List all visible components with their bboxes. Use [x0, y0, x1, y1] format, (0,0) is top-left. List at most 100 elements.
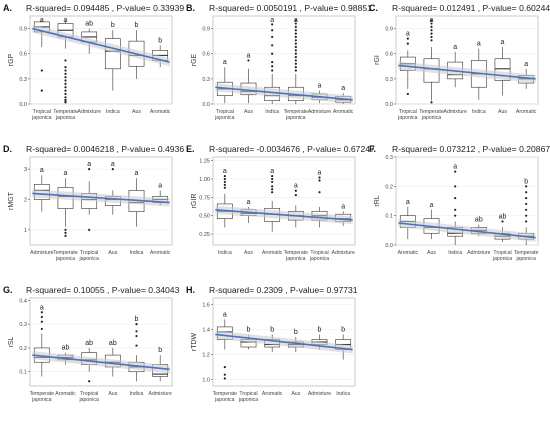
outlier-point [294, 32, 297, 35]
outlier-point [64, 96, 67, 99]
panel-title: R-squared= 0.094485 , P-value= 0.33939 [26, 3, 184, 13]
y-axis-label: rGIR [191, 194, 198, 209]
outlier-point [294, 35, 297, 39]
x-tick-label-line: japonica [421, 115, 441, 121]
outlier-point [294, 59, 297, 62]
outlier-point [454, 196, 457, 200]
outlier-point [64, 89, 67, 92]
y-tick-label: 0.3 [202, 77, 210, 83]
significance-letter: a [270, 168, 274, 175]
y-tick-label: 0.9 [385, 27, 393, 33]
y-tick-label: 0.6 [202, 52, 210, 58]
panel-title: R-squared= 0.012491 , P-value= 0.60244 [392, 3, 550, 13]
x-tick-label: Tropical japonica [238, 391, 258, 403]
significance-letter: a [223, 59, 227, 66]
significance-letter: a [341, 203, 345, 210]
panel-H: H. R-squared= 0.2309 , P-value= 0.97731 1.… [185, 282, 360, 423]
panel-B: B. R-squared= 0.0050191 , P-value= 0.9885… [185, 0, 372, 141]
outlier-point [271, 188, 274, 191]
outlier-point [271, 35, 274, 39]
trend-line [398, 222, 536, 239]
significance-letter: a [406, 199, 410, 206]
x-tick-label: Aromatic [516, 109, 537, 115]
plot-area [395, 15, 539, 105]
panel-title: R-squared= 0.0046218 , P-value= 0.4936 [26, 144, 184, 154]
significance-letter: a [430, 17, 434, 24]
x-tick-label-line: japonica [492, 256, 512, 262]
x-tick-label-line: japonica [238, 397, 258, 403]
outlier-point [64, 86, 67, 89]
outlier-point [294, 55, 297, 59]
significance-letter: ab [85, 340, 93, 347]
significance-letter: b [524, 178, 528, 185]
significance-letter: a [318, 170, 322, 177]
panel-G: G. R-squared= 0.10055 , P-value= 0.34043 0… [2, 282, 180, 423]
significance-letter: b [294, 329, 298, 336]
x-tick-label: Aus [244, 109, 253, 115]
y-tick-label: 0.0 [385, 102, 393, 108]
outlier-point [430, 101, 433, 104]
y-axis-label: rGE [191, 53, 198, 66]
x-tick-label: Admixture [77, 109, 100, 115]
outlier-point [525, 185, 528, 188]
significance-letter: ab [499, 214, 507, 221]
x-tick-label: Indica [448, 250, 462, 256]
outlier-point [64, 98, 67, 101]
outlier-point [271, 185, 274, 188]
x-tick-label-line: japonica [309, 256, 329, 262]
y-tick-label: 0.25 [199, 232, 210, 238]
significance-letter: a [40, 304, 44, 311]
outlier-point [271, 52, 274, 55]
outlier-point [294, 29, 297, 32]
outlier-point [525, 191, 528, 194]
y-tick-label: 0.4 [19, 298, 27, 304]
trend-line [32, 354, 170, 371]
x-tick-label-line: Tropical [80, 391, 98, 397]
outlier-point [135, 330, 138, 333]
outlier-point [294, 189, 297, 192]
trend-line [398, 64, 536, 80]
x-tick-label-line: japonica [31, 397, 51, 403]
x-tick-label-line: Temperate [53, 109, 78, 115]
outlier-point [430, 32, 433, 35]
panel-D: D. R-squared= 0.0046218 , P-value= 0.4936… [2, 141, 184, 282]
x-tick-label: Admixture [331, 250, 354, 256]
outlier-point [223, 366, 226, 369]
x-tick-label-line: japonica [397, 115, 417, 121]
significance-letter: b [247, 326, 251, 333]
outlier-point [294, 42, 297, 45]
y-tick-label: 0.0 [19, 102, 27, 108]
outlier-point [406, 92, 409, 96]
outlier-point [294, 22, 297, 25]
outlier-point [501, 220, 504, 223]
significance-letter: a [477, 41, 481, 48]
x-tick-label-line: japonica [285, 256, 305, 262]
outlier-point [294, 194, 297, 197]
x-tick-label-line: Tropical [33, 109, 51, 115]
x-tick-label: Tropical japonica [31, 109, 51, 121]
x-tick-label: Tropical japonica [214, 109, 234, 121]
y-axis-label: rSL [8, 336, 15, 347]
x-tick-label: Aus [291, 391, 300, 397]
x-tick-label: Aromatic [262, 250, 283, 256]
outlier-point [271, 23, 274, 26]
outlier-point [318, 191, 321, 194]
y-tick-label: 0.3 [385, 77, 393, 83]
y-tick-label: 0.0 [385, 243, 393, 249]
outlier-point [223, 183, 226, 186]
significance-letter: a [223, 311, 227, 318]
y-tick-label: 0.1 [385, 214, 393, 220]
significance-letter: a [111, 161, 115, 168]
outlier-point [406, 37, 409, 40]
y-tick-label: 0.1 [19, 370, 27, 376]
y-tick-label: 1.25 [199, 159, 210, 165]
outlier-point [406, 42, 409, 45]
x-tick-label: Tropical japonica [79, 391, 99, 403]
outlier-point [294, 39, 297, 42]
outlier-point [271, 29, 274, 32]
x-tick-label-line: Temperate [213, 391, 238, 397]
panel-title: R-squared= 0.2309 , P-value= 0.97731 [209, 285, 358, 295]
panel-label: C. [369, 3, 378, 13]
outlier-point [40, 311, 43, 314]
plot-area [212, 156, 356, 246]
